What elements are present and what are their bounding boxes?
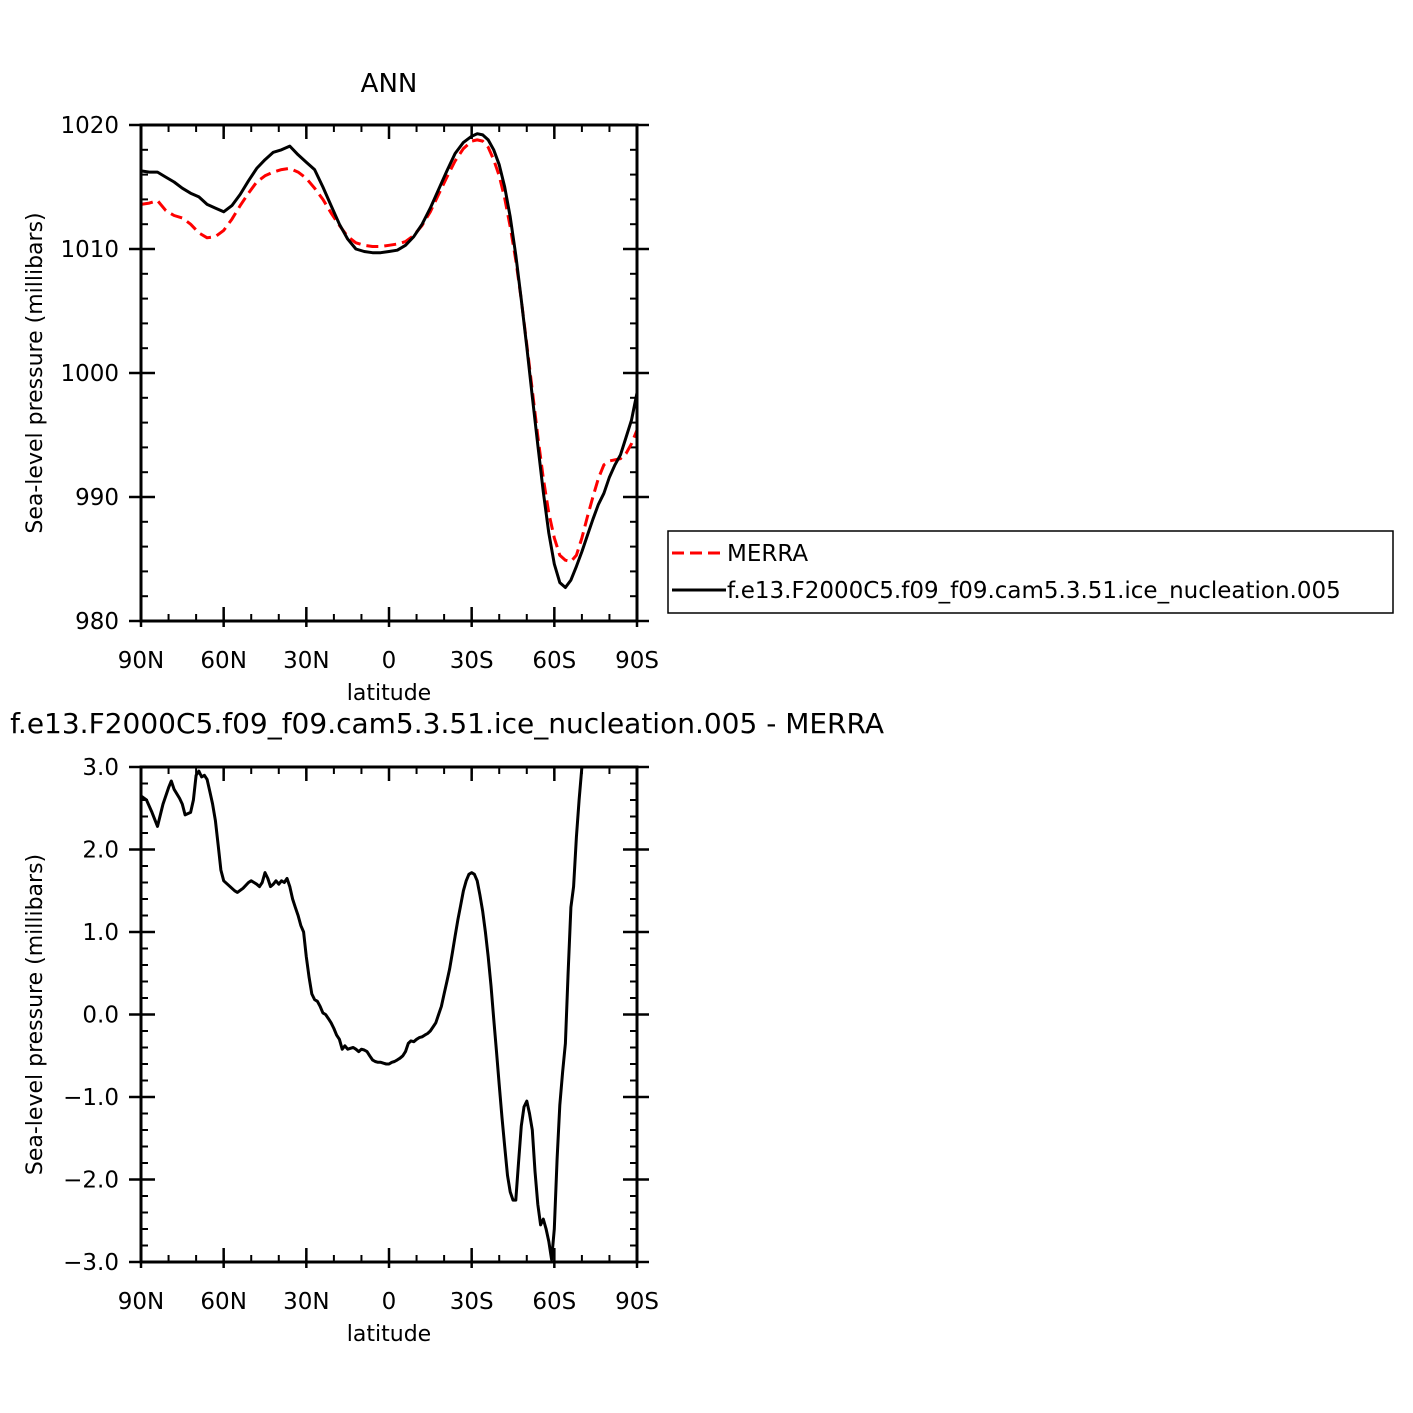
y-axis-label: Sea-level pressure (millibars) <box>23 854 48 1175</box>
y-tick-label: 1.0 <box>82 920 119 946</box>
x-tick-label: 60N <box>200 648 246 674</box>
y-tick-label: −2.0 <box>63 1168 119 1194</box>
y-tick-label: 0.0 <box>82 1003 119 1029</box>
y-tick-label: 3.0 <box>82 755 119 781</box>
x-tick-label: 0 <box>382 1289 397 1315</box>
chart-title: ANN <box>361 69 418 99</box>
y-tick-label: 2.0 <box>82 838 119 864</box>
y-tick-label: 980 <box>75 609 119 635</box>
y-tick-label: −1.0 <box>63 1085 119 1111</box>
x-tick-label: 90S <box>615 648 659 674</box>
y-tick-label: 990 <box>75 485 119 511</box>
x-tick-label: 30S <box>450 648 494 674</box>
series-line-1 <box>140 132 639 589</box>
panel-slp-difference: f.e13.F2000C5.f09_f09.cam5.3.51.ice_nucl… <box>10 707 884 1347</box>
x-axis-label: latitude <box>347 681 431 706</box>
chart-title: f.e13.F2000C5.f09_f09.cam5.3.51.ice_nucl… <box>10 707 884 740</box>
x-tick-label: 60N <box>200 1289 246 1315</box>
x-tick-label: 90S <box>615 1289 659 1315</box>
x-tick-label: 30S <box>450 1289 494 1315</box>
legend-label-0: MERRA <box>727 541 808 567</box>
series-line-0 <box>140 766 584 1261</box>
y-tick-label: 1000 <box>60 361 119 387</box>
x-tick-label: 30N <box>283 1289 329 1315</box>
y-tick-label: 1020 <box>60 113 119 139</box>
x-axis-label: latitude <box>347 1322 431 1347</box>
legend-box <box>667 530 1394 614</box>
x-tick-label: 60S <box>532 648 576 674</box>
x-tick-label: 30N <box>283 648 329 674</box>
plot-frame <box>139 123 639 623</box>
plot-frame <box>139 765 639 1264</box>
x-tick-label: 90N <box>118 1289 164 1315</box>
y-tick-label: 1010 <box>60 237 119 263</box>
y-tick-label: −3.0 <box>63 1250 119 1276</box>
panel-slp-annual-mean: ANN 90N 60N 30N 0 30S 60S 90S 980 990 1000 1010 1020… <box>23 69 659 706</box>
x-tick-label: 60S <box>532 1289 576 1315</box>
legend: MERRA f.e13.F2000C5.f09_f09.cam5.3.51.ice… <box>667 530 1394 614</box>
legend-label-1: f.e13.F2000C5.f09_f09.cam5.3.51.ice_nucl… <box>727 578 1341 604</box>
y-axis-label: Sea-level pressure (millibars) <box>23 212 48 533</box>
series-line-0 <box>140 138 639 563</box>
x-tick-label: 0 <box>382 648 397 674</box>
x-tick-label: 90N <box>118 648 164 674</box>
